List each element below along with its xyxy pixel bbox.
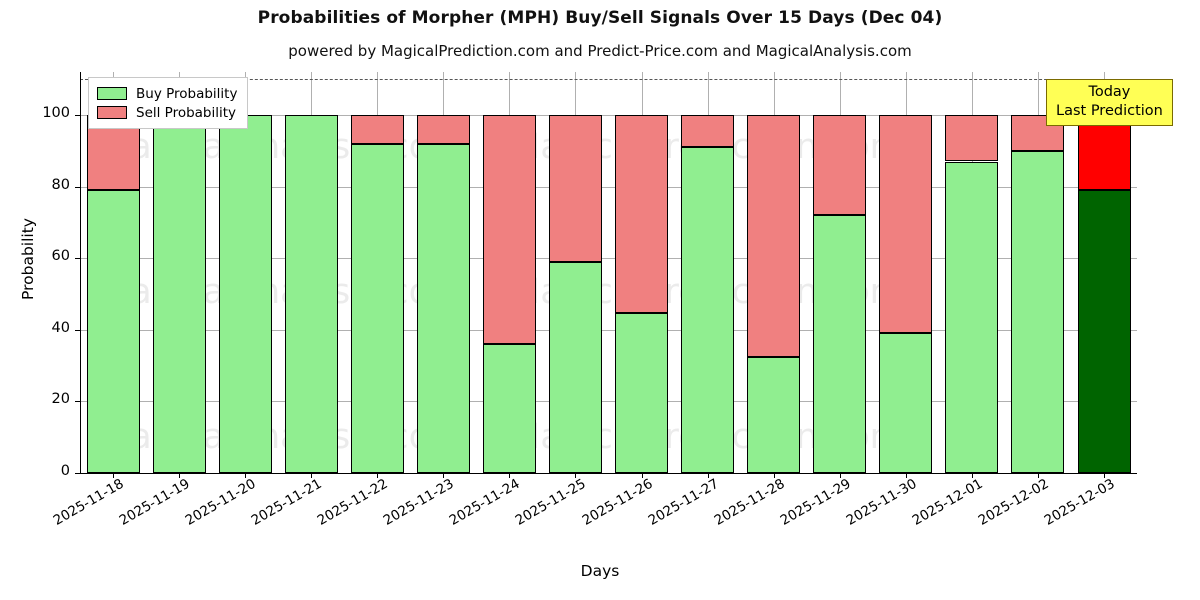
- x-tick-mark: [377, 473, 378, 478]
- bar-segment-sell: [483, 114, 536, 345]
- x-axis-line: [80, 473, 1137, 474]
- chart-legend: Buy Probability Sell Probability: [88, 77, 249, 129]
- bar-segment-buy: [351, 143, 404, 473]
- legend-item-buy: Buy Probability: [97, 84, 237, 103]
- bar-segment-buy: [747, 356, 800, 473]
- today-annotation-line2: Last Prediction: [1056, 103, 1163, 119]
- bar-segment-sell: [747, 114, 800, 357]
- x-tick-label: 2025-11-28: [711, 475, 788, 529]
- gridline-y: [80, 258, 1137, 260]
- bar-segment-buy: [1078, 190, 1131, 473]
- today-annotation: Today Last Prediction: [1046, 79, 1173, 126]
- x-tick-label: 2025-11-27: [645, 475, 722, 529]
- gridline-y: [80, 114, 1137, 116]
- bar-segment-buy: [483, 344, 536, 473]
- bar-segment-buy: [681, 147, 734, 473]
- y-tick-label: 80: [51, 176, 70, 193]
- y-axis-line: [80, 72, 81, 473]
- bar-segment-buy: [879, 333, 932, 473]
- bar-segment-buy: [219, 114, 272, 473]
- x-axis-label: Days: [580, 562, 620, 580]
- bar-segment-sell: [879, 114, 932, 334]
- x-tick-label: 2025-12-03: [1041, 475, 1118, 529]
- y-tick-label: 60: [51, 248, 70, 265]
- y-tick-label: 0: [60, 463, 70, 479]
- y-tick-mark: [75, 258, 80, 260]
- y-tick-label: 100: [42, 104, 70, 121]
- x-tick-mark: [642, 473, 643, 478]
- bar-segment-sell: [945, 114, 998, 162]
- x-tick-label: 2025-11-22: [314, 475, 391, 529]
- bar-segment-buy: [1011, 150, 1064, 473]
- x-tick-label: 2025-11-20: [182, 475, 259, 529]
- x-tick-label: 2025-11-26: [579, 475, 656, 529]
- y-tick-mark: [75, 114, 80, 116]
- x-tick-label: 2025-12-01: [909, 475, 986, 529]
- legend-swatch-sell-icon: [97, 106, 127, 119]
- x-tick-label: 2025-11-24: [446, 475, 523, 529]
- legend-item-sell: Sell Probability: [97, 103, 237, 122]
- gridline-y: [80, 401, 1137, 403]
- bar-segment-buy: [87, 190, 140, 473]
- bar-segment-buy: [417, 143, 470, 473]
- x-tick-label: 2025-12-02: [975, 475, 1052, 529]
- y-tick-mark: [75, 186, 80, 188]
- bar-segment-sell: [681, 114, 734, 148]
- x-tick-mark: [1104, 473, 1105, 478]
- x-tick-mark: [774, 473, 775, 478]
- bar-segment-buy: [813, 215, 866, 473]
- y-tick-label: 20: [51, 391, 70, 408]
- y-tick-mark: [75, 329, 80, 331]
- gridline-y: [80, 329, 1137, 331]
- y-tick-mark: [75, 473, 80, 474]
- bar-segment-sell: [549, 114, 602, 262]
- y-axis-label: Probability: [19, 218, 37, 300]
- x-tick-label: 2025-11-18: [50, 475, 127, 529]
- x-tick-label: 2025-11-23: [380, 475, 457, 529]
- reference-line: [80, 79, 1137, 81]
- x-tick-mark: [575, 473, 576, 478]
- bar-segment-buy: [945, 161, 998, 473]
- x-tick-mark: [509, 473, 510, 478]
- x-tick-label: 2025-11-19: [116, 475, 193, 529]
- x-tick-mark: [113, 473, 114, 478]
- legend-label-sell: Sell Probability: [136, 104, 237, 121]
- x-tick-mark: [840, 473, 841, 478]
- x-tick-mark: [708, 473, 709, 478]
- x-tick-mark: [972, 473, 973, 478]
- bar-segment-buy: [615, 312, 668, 473]
- bar-segment-sell: [615, 114, 668, 313]
- x-tick-mark: [311, 473, 312, 478]
- legend-label-buy: Buy Probability: [136, 85, 238, 102]
- x-tick-label: 2025-11-25: [512, 475, 589, 529]
- bar-segment-sell: [351, 114, 404, 144]
- x-tick-mark: [1038, 473, 1039, 478]
- legend-swatch-buy-icon: [97, 87, 127, 100]
- x-tick-mark: [906, 473, 907, 478]
- bar-segment-sell: [813, 114, 866, 216]
- gridline-y: [80, 186, 1137, 188]
- x-tick-label: 2025-11-21: [248, 475, 325, 529]
- today-annotation-line1: Today: [1088, 84, 1131, 100]
- bar-segment-buy: [549, 261, 602, 473]
- chart-title: Probabilities of Morpher (MPH) Buy/Sell …: [257, 8, 943, 28]
- bar-segment-sell: [1078, 114, 1131, 191]
- bar-segment-sell: [417, 114, 470, 144]
- chart-subtitle: powered by MagicalPrediction.com and Pre…: [288, 42, 912, 60]
- x-tick-label: 2025-11-29: [777, 475, 854, 529]
- bar-segment-buy: [153, 114, 206, 473]
- y-tick-label: 40: [51, 319, 70, 336]
- x-tick-mark: [245, 473, 246, 478]
- x-tick-mark: [179, 473, 180, 478]
- bar-segment-buy: [285, 114, 338, 473]
- x-tick-label: 2025-11-30: [843, 475, 920, 529]
- y-tick-mark: [75, 401, 80, 403]
- x-tick-mark: [443, 473, 444, 478]
- plot-area: MagicalAnalysis.comMagicalPrediction.com…: [80, 72, 1137, 474]
